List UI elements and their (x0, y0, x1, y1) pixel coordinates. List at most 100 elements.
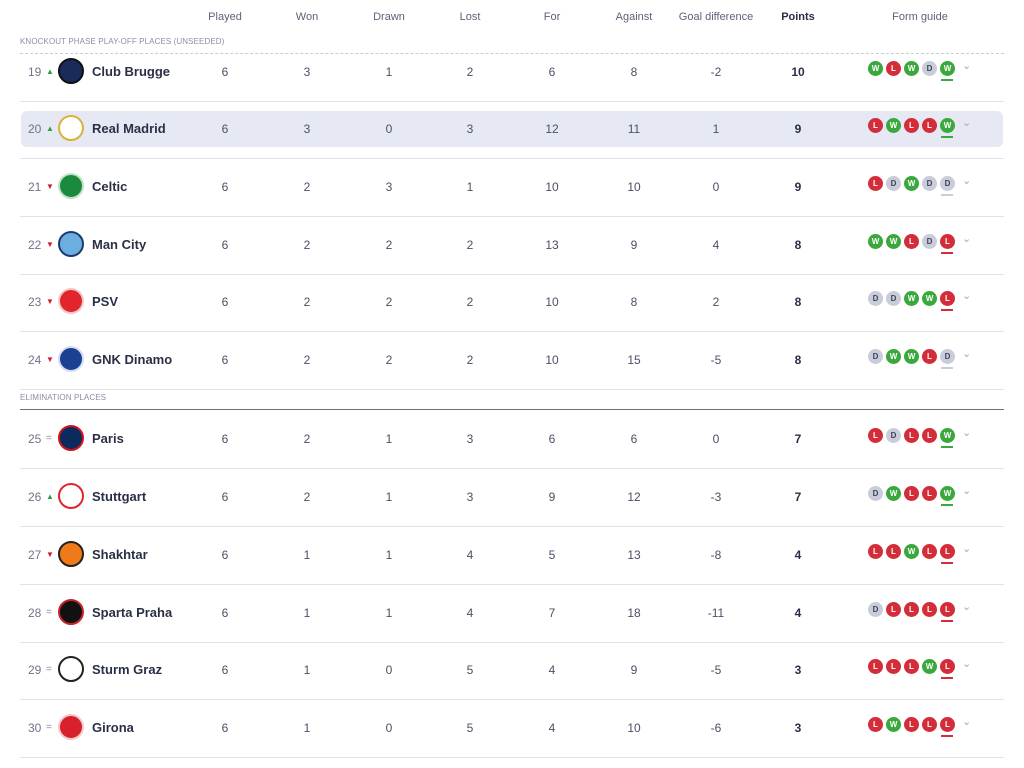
cell-won: 3 (303, 122, 311, 136)
cell-played: 6 (221, 122, 229, 136)
team-name[interactable]: Sturm Graz (92, 662, 163, 677)
real-madrid-crest-icon (58, 115, 84, 141)
team-name[interactable]: GNK Dinamo (92, 352, 173, 367)
rank: 24 (28, 353, 42, 367)
rank: 25 (28, 432, 42, 446)
form-result: L (940, 291, 955, 306)
table-row[interactable]: 21 ▼ Celtic 6 2 3 1 10 10 0 9 L D W D D ⌄ (20, 159, 1004, 217)
cell-won: 1 (303, 663, 311, 677)
cell-lost: 3 (466, 122, 474, 136)
form-result: L (922, 118, 937, 133)
cell-played: 6 (221, 721, 229, 735)
form-result: L (904, 428, 919, 443)
team-name[interactable]: Paris (92, 431, 124, 446)
form-result: D (886, 428, 901, 443)
table-row[interactable]: 25 = Paris 6 2 1 3 6 6 0 7 L D L L W ⌄ (20, 411, 1004, 469)
team-name[interactable]: PSV (92, 294, 119, 309)
chevron-down-icon[interactable]: ⌄ (962, 233, 972, 245)
form-result: D (868, 349, 883, 364)
stuttgart-crest-icon (58, 483, 84, 509)
team-name[interactable]: Celtic (92, 179, 128, 194)
cell-against: 9 (630, 663, 638, 677)
cell-for: 6 (548, 65, 556, 79)
form-result: L (922, 428, 937, 443)
paris-crest-icon (58, 425, 84, 451)
form-result: L (922, 349, 937, 364)
cell-for: 12 (545, 122, 559, 136)
cell-played: 6 (221, 548, 229, 562)
form-result: L (922, 544, 937, 559)
cell-lost: 4 (466, 548, 474, 562)
team-name[interactable]: Girona (92, 720, 134, 735)
form-result: L (868, 544, 883, 559)
latest-result-marker (941, 562, 953, 564)
chevron-down-icon[interactable]: ⌄ (962, 716, 972, 728)
cell-drawn: 2 (385, 353, 393, 367)
table-row[interactable]: 28 = Sparta Praha 6 1 1 4 7 18 -11 4 D L L L L ⌄ (20, 585, 1004, 643)
cell-gd: -2 (710, 65, 722, 79)
form-result: L (868, 428, 883, 443)
rank: 23 (28, 295, 42, 309)
team-name[interactable]: Man City (92, 237, 147, 252)
team-name[interactable]: Stuttgart (92, 489, 147, 504)
cell-gd: -5 (710, 663, 722, 677)
form-result: D (922, 176, 937, 191)
table-row[interactable]: 24 ▼ GNK Dinamo 6 2 2 2 10 15 -5 8 D W W L D ⌄ (20, 332, 1004, 390)
cell-gd: -3 (710, 490, 722, 504)
cell-points: 9 (794, 180, 802, 194)
chevron-down-icon[interactable]: ⌄ (962, 117, 972, 129)
team-name[interactable]: Club Brugge (92, 64, 170, 79)
chevron-down-icon[interactable]: ⌄ (962, 60, 972, 72)
table-row[interactable]: 19 ▲ Club Brugge 6 3 1 2 6 8 -2 10 W L W D W ⌄ (20, 44, 1004, 102)
table-row[interactable]: 26 ▲ Stuttgart 6 2 1 3 9 12 -3 7 D W L L W ⌄ (20, 469, 1004, 527)
form-result: D (868, 602, 883, 617)
table-row[interactable]: 22 ▼ Man City 6 2 2 2 13 9 4 8 W W L D L ⌄ (20, 217, 1004, 275)
cell-lost: 5 (466, 721, 474, 735)
cell-won: 2 (303, 490, 311, 504)
chevron-down-icon[interactable]: ⌄ (962, 290, 972, 302)
cell-drawn: 1 (385, 548, 393, 562)
chevron-down-icon[interactable]: ⌄ (962, 348, 972, 360)
cell-drawn: 0 (385, 721, 393, 735)
man-city-crest-icon (58, 231, 84, 257)
chevron-down-icon[interactable]: ⌄ (962, 427, 972, 439)
form-result: L (904, 659, 919, 674)
chevron-down-icon[interactable]: ⌄ (962, 485, 972, 497)
form-result: L (886, 544, 901, 559)
header-lost: Lost (459, 11, 481, 23)
cell-won: 2 (303, 180, 311, 194)
form-result: L (904, 234, 919, 249)
table-row[interactable]: 30 = Girona 6 1 0 5 4 10 -6 3 L W L L L ⌄ (20, 700, 1004, 758)
cell-against: 12 (627, 490, 641, 504)
table-row[interactable]: 27 ▼ Shakhtar 6 1 1 4 5 13 -8 4 L L W L L ⌄ (20, 527, 1004, 585)
rank: 22 (28, 238, 42, 252)
team-name[interactable]: Real Madrid (92, 121, 166, 136)
table-row[interactable]: 29 = Sturm Graz 6 1 0 5 4 9 -5 3 L L L W L ⌄ (20, 642, 1004, 700)
cell-points: 10 (791, 65, 805, 79)
chevron-down-icon[interactable]: ⌄ (962, 601, 972, 613)
table-row[interactable]: 23 ▼ PSV 6 2 2 2 10 8 2 8 D D W W L ⌄ (20, 274, 1004, 332)
team-name[interactable]: Sparta Praha (92, 605, 173, 620)
form-result: W (940, 428, 955, 443)
cell-played: 6 (221, 65, 229, 79)
chevron-down-icon[interactable]: ⌄ (962, 175, 972, 187)
cell-played: 6 (221, 663, 229, 677)
form-result: L (868, 118, 883, 133)
form-result: D (868, 486, 883, 501)
form-result: W (886, 349, 901, 364)
cell-won: 1 (303, 606, 311, 620)
cell-gd: 0 (712, 180, 720, 194)
latest-result-marker (941, 620, 953, 622)
cell-won: 2 (303, 353, 311, 367)
team-name[interactable]: Shakhtar (92, 547, 148, 562)
cell-drawn: 2 (385, 295, 393, 309)
rank: 30 (28, 721, 42, 735)
cell-against: 11 (627, 122, 641, 136)
form-result: W (940, 486, 955, 501)
chevron-down-icon[interactable]: ⌄ (962, 658, 972, 670)
chevron-down-icon[interactable]: ⌄ (962, 543, 972, 555)
dinamo-crest-icon (58, 346, 84, 372)
cell-gd: -11 (707, 606, 725, 620)
form-result: W (904, 176, 919, 191)
table-row[interactable]: 20 ▲ Real Madrid 6 3 0 3 12 11 1 9 L W L L W ⌄ (20, 101, 1004, 159)
